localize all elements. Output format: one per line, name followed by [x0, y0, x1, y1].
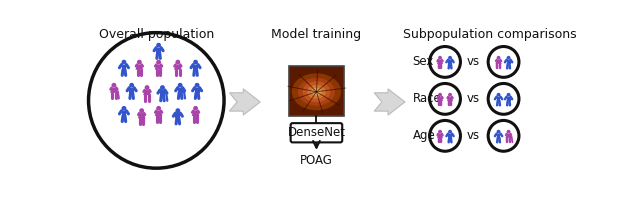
Polygon shape [448, 60, 452, 64]
Circle shape [507, 56, 511, 60]
Text: Subpopulation comparisons: Subpopulation comparisons [403, 28, 577, 41]
Polygon shape [192, 111, 200, 116]
Polygon shape [136, 64, 143, 70]
Polygon shape [138, 113, 145, 118]
Text: vs: vs [466, 55, 479, 68]
Circle shape [438, 93, 442, 97]
Circle shape [178, 83, 182, 88]
Polygon shape [374, 89, 405, 115]
Ellipse shape [298, 78, 335, 106]
Bar [289, 66, 344, 116]
Circle shape [438, 130, 442, 134]
Text: POAG: POAG [300, 154, 333, 167]
Polygon shape [143, 90, 151, 95]
Text: DenseNet: DenseNet [287, 126, 346, 139]
Polygon shape [437, 134, 443, 138]
Polygon shape [447, 97, 453, 101]
Polygon shape [110, 88, 118, 93]
Circle shape [438, 56, 442, 60]
Polygon shape [160, 90, 165, 95]
Polygon shape [507, 97, 511, 101]
Circle shape [175, 60, 180, 64]
Circle shape [448, 130, 452, 134]
Circle shape [111, 83, 116, 88]
Circle shape [497, 56, 500, 60]
Ellipse shape [307, 85, 326, 99]
Ellipse shape [292, 73, 341, 110]
Circle shape [156, 60, 161, 64]
Polygon shape [193, 64, 198, 70]
Circle shape [160, 85, 165, 90]
Circle shape [193, 106, 198, 111]
Polygon shape [174, 64, 182, 70]
Circle shape [140, 108, 144, 113]
Ellipse shape [314, 89, 319, 94]
Text: Age: Age [413, 129, 435, 142]
Polygon shape [195, 88, 200, 93]
Circle shape [448, 56, 452, 60]
Circle shape [497, 93, 500, 97]
Polygon shape [506, 134, 511, 138]
Text: Sex: Sex [413, 55, 434, 68]
Polygon shape [122, 64, 126, 70]
Circle shape [145, 85, 150, 90]
Polygon shape [230, 89, 260, 115]
Polygon shape [129, 88, 134, 93]
Polygon shape [155, 64, 163, 70]
Ellipse shape [303, 81, 330, 102]
Polygon shape [497, 134, 500, 138]
Polygon shape [497, 97, 500, 101]
Polygon shape [178, 88, 182, 93]
Circle shape [122, 60, 126, 64]
Polygon shape [156, 48, 161, 53]
Circle shape [507, 130, 511, 134]
Polygon shape [175, 113, 180, 118]
Polygon shape [155, 111, 163, 116]
Circle shape [195, 83, 200, 88]
Circle shape [175, 108, 180, 113]
Text: Model training: Model training [271, 28, 362, 41]
Ellipse shape [311, 88, 322, 96]
Text: Race: Race [413, 92, 442, 105]
FancyBboxPatch shape [291, 123, 342, 142]
Circle shape [156, 106, 161, 111]
Ellipse shape [315, 91, 318, 93]
Text: vs: vs [466, 129, 479, 142]
Polygon shape [448, 134, 452, 138]
Text: Overall population: Overall population [99, 28, 214, 41]
Text: vs: vs [466, 92, 479, 105]
Circle shape [137, 60, 142, 64]
Circle shape [448, 93, 452, 97]
Circle shape [507, 93, 511, 97]
Circle shape [193, 60, 198, 64]
Circle shape [129, 83, 134, 88]
Circle shape [156, 43, 161, 48]
Polygon shape [437, 97, 443, 101]
Polygon shape [495, 60, 502, 64]
Circle shape [122, 106, 126, 111]
Circle shape [497, 130, 500, 134]
Polygon shape [507, 60, 511, 64]
Polygon shape [437, 60, 443, 64]
Polygon shape [122, 111, 126, 116]
